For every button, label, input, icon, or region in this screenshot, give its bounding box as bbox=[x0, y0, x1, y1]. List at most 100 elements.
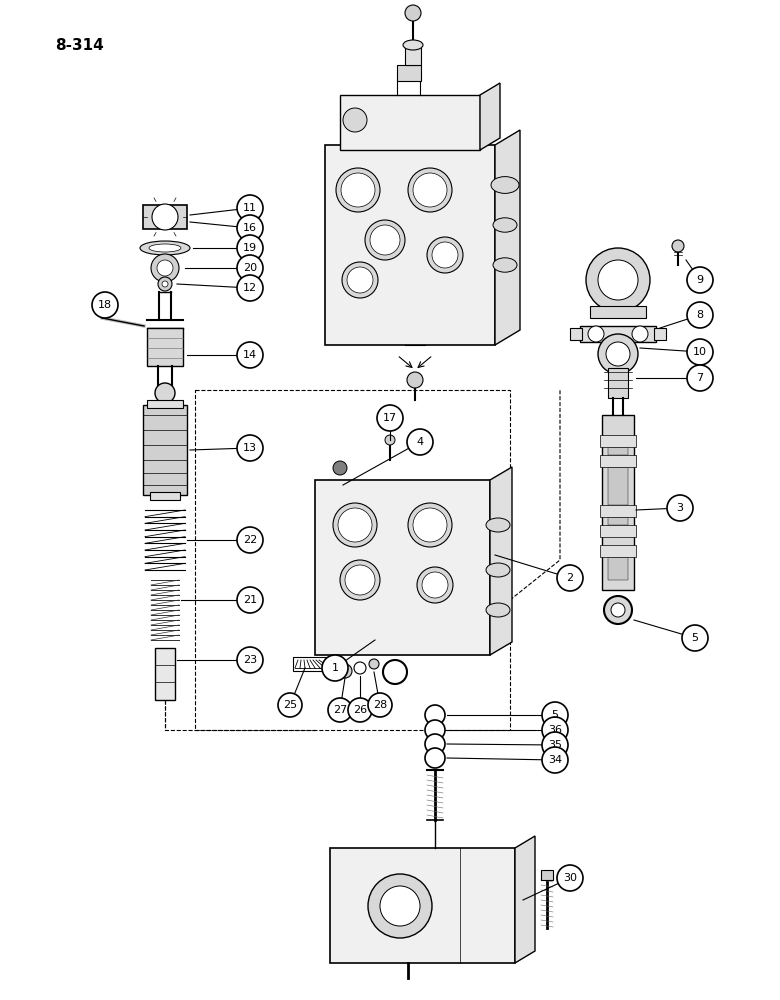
Circle shape bbox=[92, 292, 118, 318]
Polygon shape bbox=[495, 130, 520, 345]
Bar bbox=[143, 405, 187, 495]
Circle shape bbox=[407, 429, 433, 455]
Circle shape bbox=[322, 655, 348, 681]
Circle shape bbox=[682, 625, 708, 651]
Circle shape bbox=[333, 503, 377, 547]
Bar bbox=[570, 328, 582, 340]
Circle shape bbox=[338, 664, 352, 678]
Bar bbox=[600, 455, 636, 467]
Circle shape bbox=[422, 572, 448, 598]
Ellipse shape bbox=[491, 177, 519, 193]
Circle shape bbox=[687, 365, 713, 391]
Text: 20: 20 bbox=[243, 263, 257, 273]
Circle shape bbox=[417, 567, 453, 603]
Circle shape bbox=[557, 565, 583, 591]
Circle shape bbox=[425, 720, 445, 740]
Ellipse shape bbox=[486, 518, 510, 532]
Bar bbox=[541, 870, 553, 880]
Circle shape bbox=[598, 334, 638, 374]
Circle shape bbox=[413, 173, 447, 207]
Circle shape bbox=[687, 302, 713, 328]
Circle shape bbox=[383, 660, 407, 684]
Text: 35: 35 bbox=[548, 740, 562, 750]
Circle shape bbox=[158, 277, 172, 291]
Circle shape bbox=[354, 662, 366, 674]
Text: 1: 1 bbox=[332, 663, 339, 673]
Circle shape bbox=[542, 747, 568, 773]
Text: 36: 36 bbox=[548, 725, 562, 735]
Circle shape bbox=[343, 108, 367, 132]
Text: 28: 28 bbox=[373, 700, 387, 710]
Bar bbox=[602, 415, 634, 590]
Circle shape bbox=[328, 698, 352, 722]
Polygon shape bbox=[480, 83, 500, 150]
Bar bbox=[600, 525, 636, 537]
Ellipse shape bbox=[486, 603, 510, 617]
Circle shape bbox=[237, 647, 263, 673]
Circle shape bbox=[347, 267, 373, 293]
Circle shape bbox=[278, 693, 302, 717]
Circle shape bbox=[408, 503, 452, 547]
Circle shape bbox=[369, 659, 379, 669]
Ellipse shape bbox=[493, 258, 517, 272]
Text: 14: 14 bbox=[243, 350, 257, 360]
Text: 2: 2 bbox=[566, 573, 573, 583]
Bar bbox=[150, 492, 180, 500]
Bar bbox=[600, 505, 636, 517]
Circle shape bbox=[237, 215, 263, 241]
Circle shape bbox=[340, 560, 380, 600]
Circle shape bbox=[611, 603, 625, 617]
Text: 22: 22 bbox=[243, 535, 257, 545]
Text: 23: 23 bbox=[243, 655, 257, 665]
Text: 13: 13 bbox=[243, 443, 257, 453]
Bar bbox=[608, 557, 628, 580]
Text: 9: 9 bbox=[697, 275, 704, 285]
Circle shape bbox=[427, 237, 463, 273]
Circle shape bbox=[365, 220, 405, 260]
Circle shape bbox=[336, 168, 380, 212]
Bar bbox=[608, 467, 628, 505]
Ellipse shape bbox=[140, 241, 190, 255]
Ellipse shape bbox=[486, 563, 510, 577]
Circle shape bbox=[370, 225, 400, 255]
Circle shape bbox=[155, 383, 175, 403]
Text: 3: 3 bbox=[676, 503, 683, 513]
Circle shape bbox=[385, 435, 395, 445]
Circle shape bbox=[237, 235, 263, 261]
Ellipse shape bbox=[149, 244, 181, 252]
Polygon shape bbox=[515, 836, 535, 963]
Bar bbox=[293, 657, 335, 671]
Circle shape bbox=[348, 698, 372, 722]
Ellipse shape bbox=[493, 218, 517, 232]
Circle shape bbox=[425, 705, 445, 725]
Text: 10: 10 bbox=[693, 347, 707, 357]
Circle shape bbox=[368, 874, 432, 938]
Circle shape bbox=[632, 326, 648, 342]
Circle shape bbox=[151, 254, 179, 282]
Polygon shape bbox=[490, 467, 512, 655]
Bar bbox=[600, 545, 636, 557]
Ellipse shape bbox=[403, 40, 423, 50]
Circle shape bbox=[408, 168, 452, 212]
Bar bbox=[654, 328, 666, 340]
Text: 8: 8 bbox=[697, 310, 704, 320]
Bar bbox=[330, 848, 515, 963]
Bar bbox=[155, 648, 175, 700]
Bar bbox=[608, 368, 628, 398]
Text: 7: 7 bbox=[697, 373, 704, 383]
Bar bbox=[315, 480, 490, 655]
Circle shape bbox=[152, 204, 178, 230]
Circle shape bbox=[368, 693, 392, 717]
Circle shape bbox=[237, 255, 263, 281]
Text: 18: 18 bbox=[98, 300, 112, 310]
Circle shape bbox=[557, 865, 583, 891]
Bar bbox=[325, 145, 495, 345]
Circle shape bbox=[432, 242, 458, 268]
Circle shape bbox=[606, 342, 630, 366]
Bar bbox=[590, 306, 646, 318]
Circle shape bbox=[345, 565, 375, 595]
Text: 16: 16 bbox=[243, 223, 257, 233]
Circle shape bbox=[413, 508, 447, 542]
Text: 5: 5 bbox=[692, 633, 699, 643]
Bar bbox=[147, 328, 183, 366]
